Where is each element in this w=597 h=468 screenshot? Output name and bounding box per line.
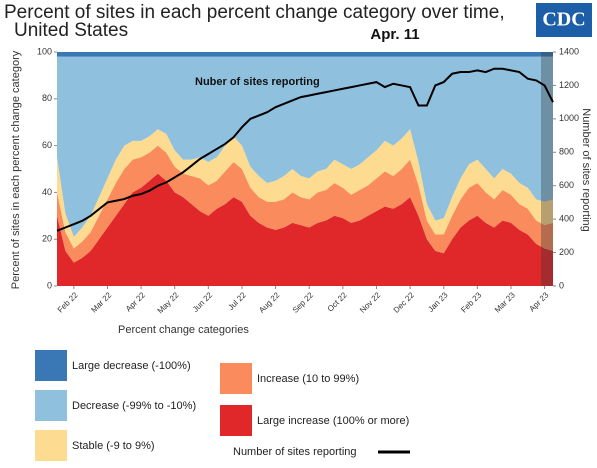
x-tick-group: Sep 22 — [291, 290, 316, 315]
logo — [536, 3, 592, 37]
y2-tick-label: 1200 — [559, 80, 579, 90]
area — [57, 52, 553, 57]
x-tick-label: Mar 22 — [89, 290, 113, 314]
x-tick-label: Aug 22 — [257, 290, 282, 315]
x-tick-label: Mar 23 — [493, 290, 517, 314]
area — [57, 145, 553, 263]
x-tick-label: Feb 22 — [56, 290, 80, 314]
y2-axis-label: Number of sites reporting — [580, 108, 592, 232]
legend-swatch — [35, 430, 67, 461]
x-tick-label: Jul 22 — [226, 290, 248, 312]
legend-label: Stable (-9 to 9%) — [72, 440, 155, 452]
y-tick-label: 60 — [42, 140, 52, 150]
x-tick-label: Dec 22 — [392, 290, 417, 315]
y-tick-label: 80 — [42, 93, 52, 103]
x-axis-label: Percent change categories — [118, 324, 249, 336]
chart-title: United States — [14, 20, 128, 41]
y-tick-label: 100 — [37, 46, 52, 56]
x-tick-label: Sep 22 — [291, 290, 316, 315]
chart-title: Percent of sites in each percent change … — [4, 2, 505, 23]
legend-swatch — [220, 363, 252, 394]
line — [56, 67, 554, 232]
legend-label: Number of sites reporting — [233, 446, 357, 458]
y-label-group: Percent of sites in each percent change … — [10, 50, 22, 289]
y2-tick-label: 600 — [559, 180, 574, 190]
legend-label: Large increase (100% or more) — [257, 415, 409, 427]
x-tick-label: May 22 — [156, 290, 181, 315]
y2-label-group: Number of sites reporting — [580, 108, 592, 232]
y2-tick-label: 1000 — [559, 113, 579, 123]
x-tick-group: Oct 22 — [326, 290, 349, 313]
x-tick-group: Jan 23 — [426, 290, 450, 314]
legend-label: Large decrease (-100%) — [72, 360, 191, 372]
x-tick-group: Feb 22 — [56, 290, 80, 314]
y-tick-label: 20 — [42, 234, 52, 244]
legend-swatch — [35, 350, 67, 381]
x-tick-group: Jul 22 — [226, 290, 248, 312]
x-tick-label: Apr 23 — [527, 290, 550, 313]
x-tick-group: Dec 22 — [392, 290, 417, 315]
y2-tick-label: 1400 — [559, 46, 579, 56]
logo-text: CDC — [542, 9, 585, 31]
area — [57, 173, 553, 286]
y2-tick-label: 400 — [559, 214, 574, 224]
y2-tick-label: 200 — [559, 247, 574, 257]
highlight — [541, 52, 553, 286]
x-tick-label: Nov 22 — [358, 290, 383, 315]
x-tick-label: Jun 22 — [191, 290, 215, 314]
y-tick-label: 40 — [42, 187, 52, 197]
y2-tick-label: 800 — [559, 147, 574, 157]
x-tick-group: Mar 23 — [493, 290, 517, 314]
x-tick-label: Oct 22 — [326, 290, 349, 313]
annotation: Nuber of sites reporting — [195, 76, 320, 88]
legend-swatch — [35, 390, 67, 421]
legend-label: Increase (10 to 99%) — [257, 373, 359, 385]
legend-label: Decrease (-99% to -10%) — [72, 400, 196, 412]
x-tick-group: Mar 22 — [89, 290, 113, 314]
area — [57, 129, 553, 249]
x-tick-label: Apr 22 — [124, 290, 147, 313]
x-tick-group: Nov 22 — [358, 290, 383, 315]
x-tick-group: Jun 22 — [191, 290, 215, 314]
x-tick-group: Aug 22 — [257, 290, 282, 315]
x-tick-group: Apr 23 — [527, 290, 550, 313]
x-tick-label: Feb 23 — [459, 290, 483, 314]
y-axis-label: Percent of sites in each percent change … — [10, 50, 22, 289]
y-tick-label: 0 — [47, 280, 52, 290]
y2-tick-label: 0 — [559, 280, 564, 290]
annotation: Apr. 11 — [370, 26, 419, 43]
legend-swatch — [220, 405, 252, 436]
x-tick-group: Apr 22 — [124, 290, 147, 313]
x-tick-group: May 22 — [156, 290, 181, 315]
x-tick-label: Jan 23 — [426, 290, 450, 314]
x-tick-group: Feb 23 — [459, 290, 483, 314]
